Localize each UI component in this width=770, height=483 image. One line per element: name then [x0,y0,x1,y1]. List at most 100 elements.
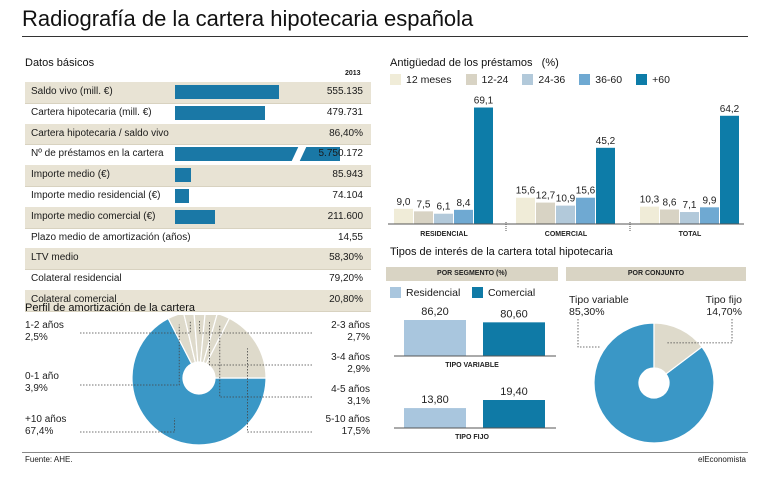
age-bar [700,207,719,224]
age-chart-title: Antigüedad de los préstamos (%) [390,57,559,69]
leader-line [199,321,312,334]
leader-line [577,319,600,348]
row-value: 479.731 [326,106,363,118]
rate-bar-label: 86,20 [421,306,449,318]
basic-row: Plazo medio de amortización (años) 14,55 [25,228,371,249]
amortization-slice [205,317,267,379]
leader-line [247,348,312,433]
age-bar [576,197,595,224]
slice-name-label: 2-3 años [331,320,370,331]
row-label: Colateral residencial [31,273,122,285]
row-label: Plazo medio de amortización (años) [31,231,191,243]
age-legend: 12 meses 12-24 24-36 36-60 +60 [390,74,670,86]
basic-row: Saldo vivo (mill. €) 555.135 [25,82,371,103]
slice-name-label: 1-2 años [25,320,64,331]
slice-name-label: 5-10 años [326,414,370,425]
rate-category-label: TIPO FIJO [455,434,489,441]
row-value: 58,30% [329,252,363,264]
basic-row: Importe medio comercial (€) 211.600 [25,206,371,228]
row-bar [175,85,279,99]
age-bar-label: 7,1 [683,200,697,211]
age-bar [640,206,659,224]
slice-value-label: 2,9% [347,364,370,375]
slice-name-label: 4-5 años [331,384,370,395]
brand-logo: elEconomista [697,455,746,464]
leader-line [219,324,312,398]
age-bar-label: 10,9 [556,194,576,205]
age-bar [394,208,413,224]
age-bar-label: 8,6 [663,198,677,209]
legend-swatch-icon [522,74,534,85]
leader-line [80,324,180,386]
comercial-swatch-icon [471,287,483,298]
slice-name-label: 3-4 años [331,352,370,363]
legend-label: 12 meses [406,74,452,86]
age-bar [660,209,679,224]
age-category-label: TOTAL [679,231,702,238]
basic-row: Nº de préstamos en la cartera 5.750.172 [25,144,371,165]
age-bar-label: 12,7 [536,191,556,202]
rate-bar [483,322,545,356]
row-bar [175,189,189,203]
row-label: Cartera hipotecaria (mill. €) [31,106,152,118]
legend-label: 36-60 [595,74,623,86]
slice-name-label: +10 años [25,414,66,425]
slice-value-label: 2,5% [25,332,48,343]
row-value: 14,55 [337,231,363,243]
legend-swatch-icon [390,74,401,85]
age-bar [434,213,453,224]
row-value: 5.750.172 [318,148,364,160]
axis-break-icon [291,146,307,163]
row-label: Cartera hipotecaria / saldo vivo [31,127,169,139]
slice-name-label: Tipo variable [569,294,629,306]
page-title: Radiografía de la cartera hipotecaria es… [22,6,474,31]
row-value: 555.135 [326,86,363,97]
residencial-swatch-icon [390,287,401,298]
legend-swatch-icon [636,74,648,85]
age-bar [536,202,555,224]
segment-panel-header: POR SEGMENTO (%) [386,267,558,281]
age-bar-label: 45,2 [596,136,616,147]
age-bar-label: 15,6 [516,186,536,197]
row-divider [25,186,371,187]
rates-title: Tipos de interés de la cartera total hip… [390,246,613,258]
row-label: Saldo vivo (mill. €) [31,86,113,97]
age-bar-label: 7,5 [417,199,431,210]
row-value: 85.943 [332,169,363,181]
rate-category-label: TIPO VARIABLE [445,362,499,369]
row-divider [25,269,371,271]
basic-heading: Datos básicos [25,57,95,69]
age-bar [516,197,535,224]
row-bar [175,168,192,183]
age-bar-label: 6,1 [437,202,451,213]
rate-bar [483,400,545,428]
legend-label: 12-24 [481,74,509,86]
source-note: Fuente: AHE. [25,455,73,464]
row-divider [25,227,371,229]
rate-bar-label: 80,60 [500,308,528,320]
rate-bar [404,320,466,356]
basic-row: Cartera hipotecaria (mill. €) 479.731 [25,103,371,124]
rates-bar-chart: 86,20 80,60 TIPO VARIABLE 13,80 19,40 TIPO FI… [394,306,556,441]
legend-residencial: Residencial [406,287,461,299]
basic-row: Importe medio residencial (€) 74.104 [25,186,371,207]
row-label: LTV medio [31,252,79,264]
rate-type-slice [653,322,703,375]
row-bar [175,146,340,163]
row-label: Nº de préstamos en la cartera [31,148,164,160]
row-divider [25,144,371,146]
row-divider [25,310,371,312]
rate-type-slice [593,322,715,444]
age-bar [680,212,699,224]
slice-value-label: 3,9% [25,383,48,394]
row-divider [25,102,371,104]
basic-row: Importe medio (€) 85.943 [25,165,371,187]
age-bar-label: 64,2 [720,104,740,115]
slice-value-label: 14,70% [706,306,742,318]
age-bar [596,147,615,224]
age-bar-label: 9,0 [397,197,411,208]
row-label: Importe medio (€) [31,169,110,181]
age-bar-label: 69,1 [474,96,494,107]
rate-bar-label: 13,80 [421,394,449,406]
